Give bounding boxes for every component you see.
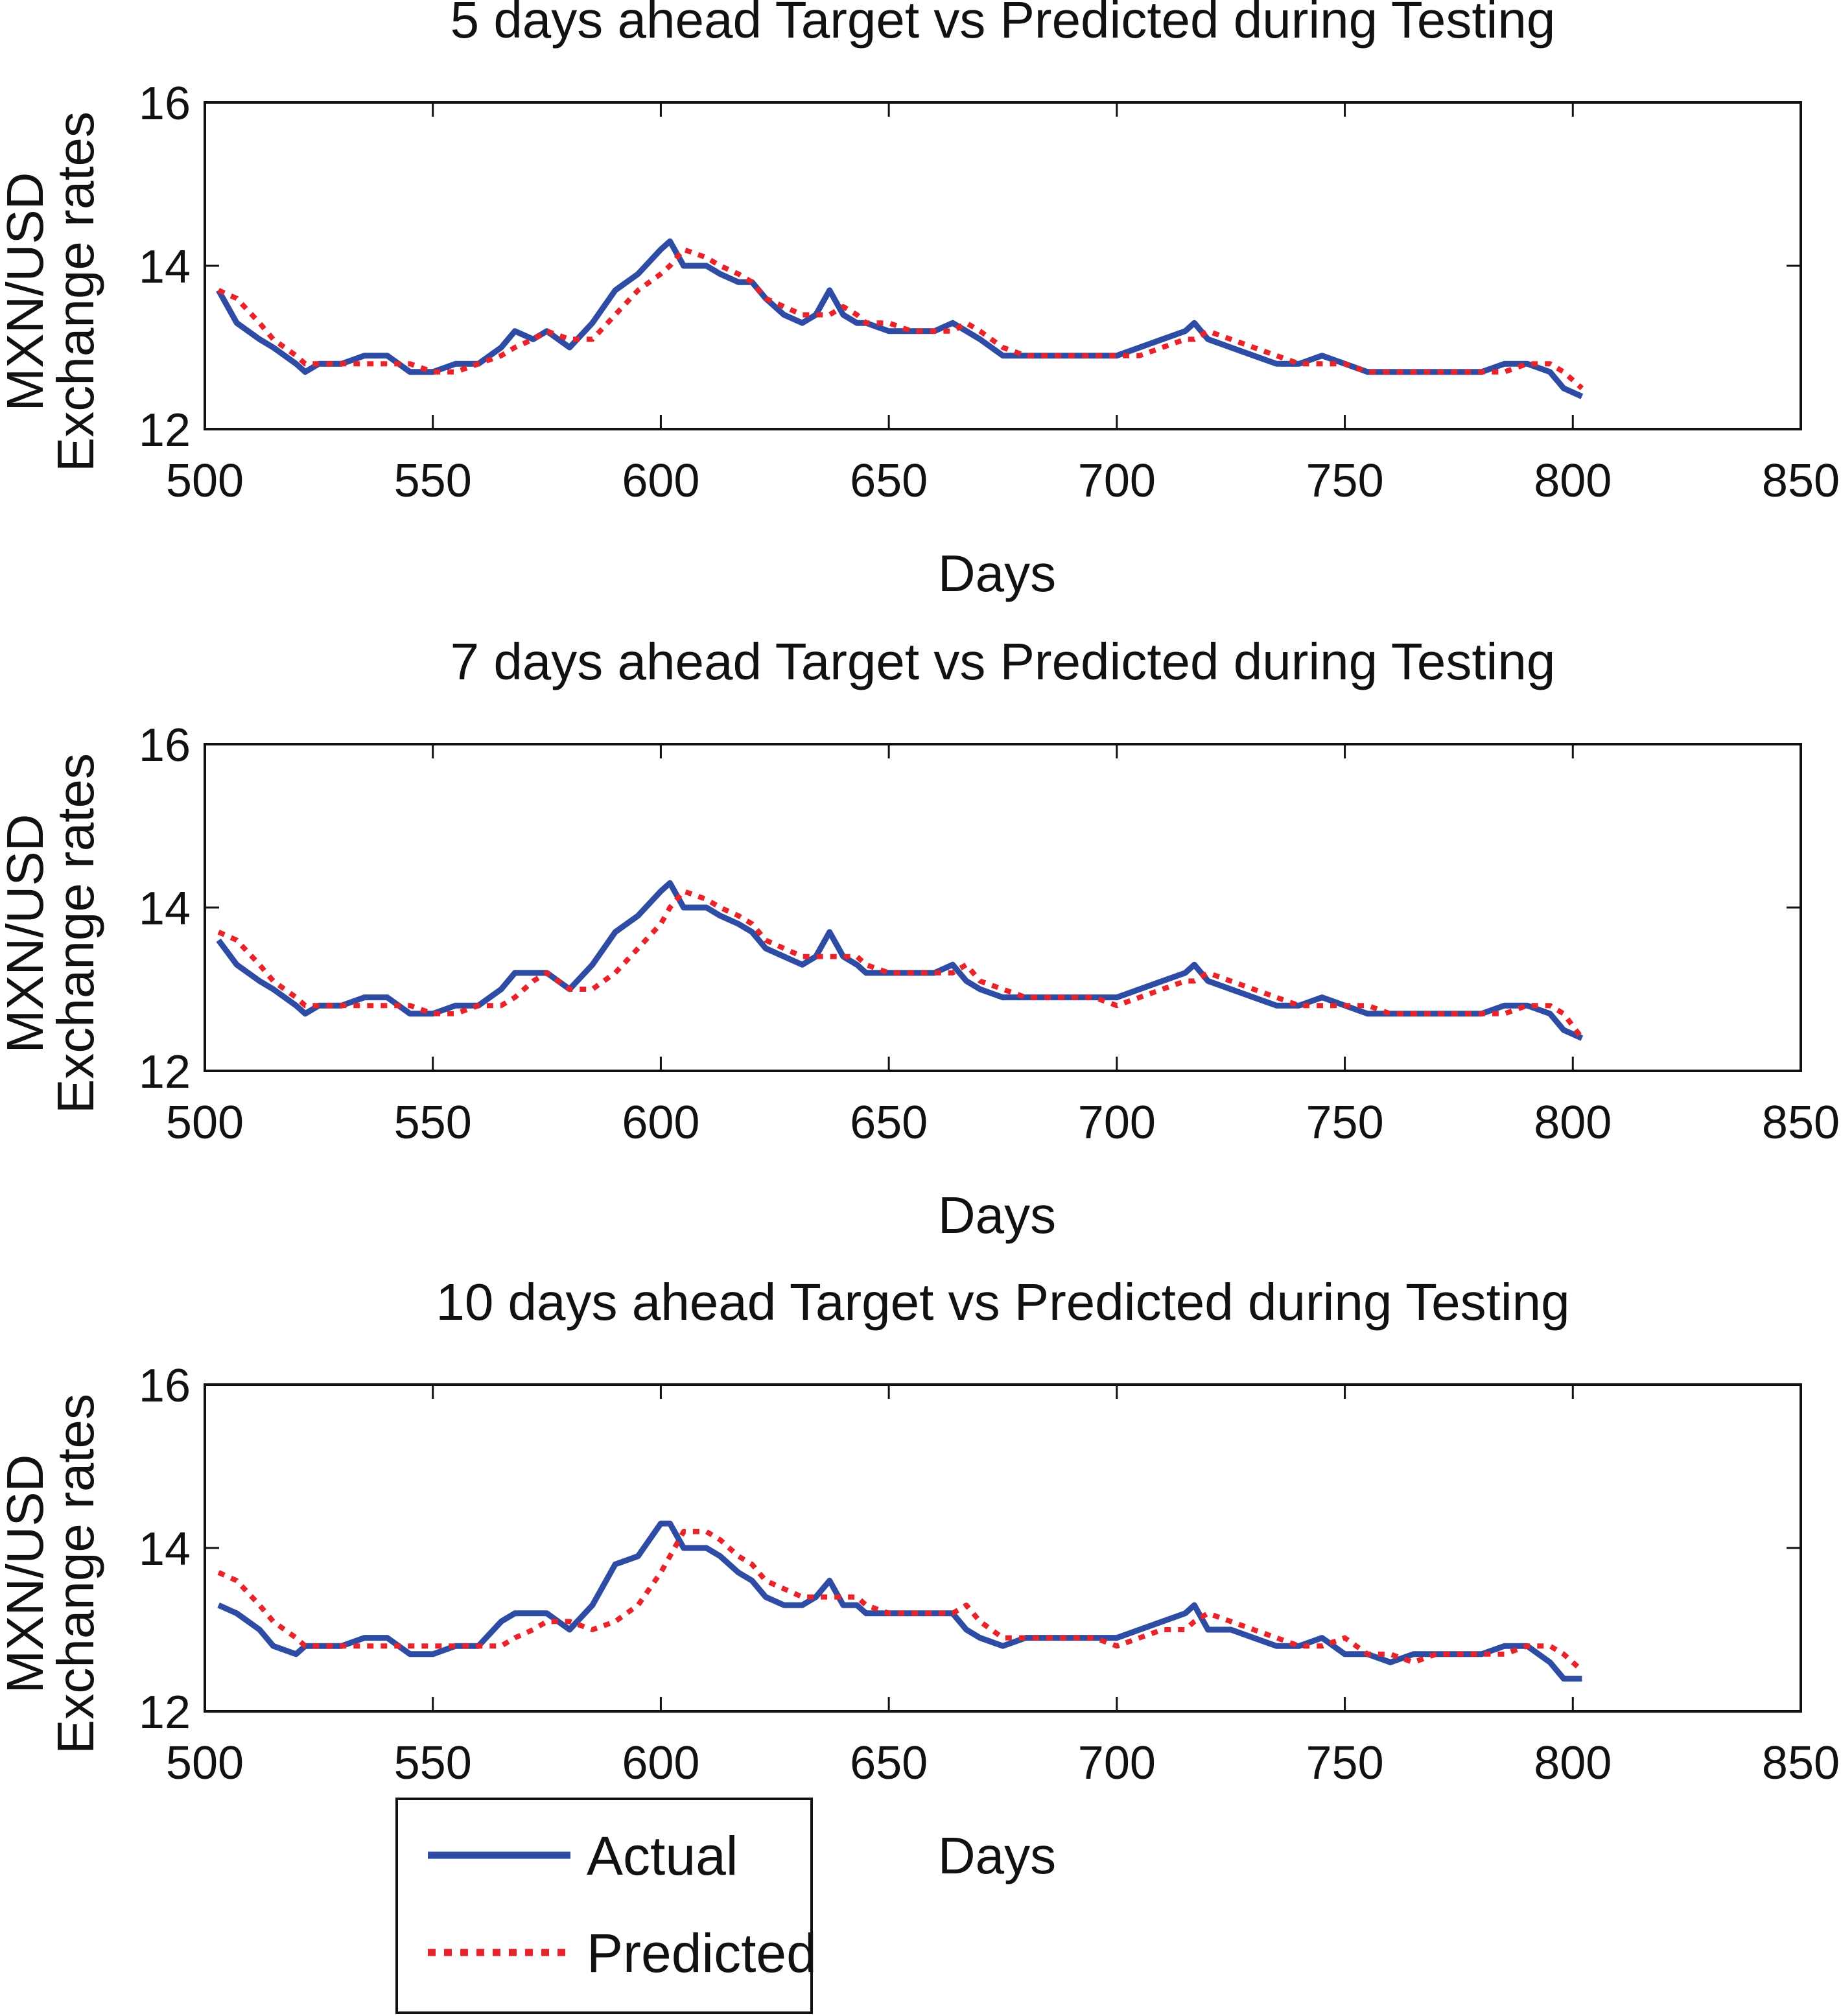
x-axis-label: Days [938, 1827, 1056, 1884]
x-tick-label: 500 [166, 1737, 244, 1789]
x-tick-label: 500 [166, 1097, 244, 1149]
chart-title: 10 days ahead Target vs Predicted during… [436, 1273, 1569, 1331]
x-tick-label: 700 [1078, 1097, 1156, 1149]
y-axis-label-line-2: Exchange rates [47, 1394, 104, 1754]
x-tick-label: 800 [1534, 1737, 1612, 1789]
series-line-predicted [217, 246, 1584, 390]
x-tick-label: 650 [850, 1097, 928, 1149]
y-axis-label-line-1: MXN/USD [0, 172, 54, 412]
y-axis-label-line-2: Exchange rates [47, 753, 104, 1114]
plot-area [204, 743, 1802, 1072]
x-tick-label: 850 [1762, 455, 1840, 507]
chart-title: 7 days ahead Target vs Predicted during … [451, 633, 1556, 690]
x-tick-label: 650 [850, 455, 928, 507]
y-tick-label: 16 [139, 1360, 191, 1412]
x-tick-label: 600 [622, 1097, 699, 1149]
x-tick-label: 800 [1534, 455, 1612, 507]
y-tick-label: 12 [139, 1687, 191, 1739]
legend-label-actual: Actual [587, 1825, 738, 1886]
x-tick-label: 850 [1762, 1097, 1840, 1149]
x-tick-label: 550 [394, 1737, 472, 1789]
y-tick-label: 12 [139, 1046, 191, 1098]
y-tick-label: 14 [139, 1523, 191, 1575]
series-line-predicted [217, 888, 1584, 1040]
x-tick-label: 600 [622, 455, 699, 507]
chart-title: 5 days ahead Target vs Predicted during … [451, 0, 1556, 49]
x-axis-label: Days [938, 545, 1056, 602]
y-tick-label: 14 [139, 883, 191, 935]
x-tick-label: 550 [394, 1097, 472, 1149]
legend: Actual Predicted [395, 1798, 817, 2014]
x-tick-label: 850 [1762, 1737, 1840, 1789]
chart-panel-2: 7 days ahead Target vs Predicted during … [0, 633, 1840, 1244]
y-axis-label-line-2: Exchange rates [47, 111, 104, 472]
x-tick-label: 600 [622, 1737, 699, 1789]
legend-label-predicted: Predicted [587, 1923, 817, 1984]
y-axis-label-line-1: MXN/USD [0, 1455, 54, 1694]
x-tick-label: 750 [1306, 455, 1384, 507]
x-tick-label: 750 [1306, 1097, 1384, 1149]
x-tick-label: 700 [1078, 455, 1156, 507]
y-tick-label: 16 [139, 720, 191, 771]
series-line-actual [217, 1520, 1582, 1682]
x-tick-label: 550 [394, 455, 472, 507]
y-axis-label-line-1: MXN/USD [0, 814, 54, 1053]
y-tick-label: 14 [139, 241, 191, 293]
x-tick-label: 800 [1534, 1097, 1612, 1149]
chart-panel-1: 5 days ahead Target vs Predicted during … [0, 0, 1840, 602]
legend-box [395, 1798, 813, 2014]
x-tick-label: 650 [850, 1737, 928, 1789]
plot-area [204, 1383, 1802, 1713]
chart-panel-3: 10 days ahead Target vs Predicted during… [0, 1273, 1840, 1884]
plot-area [204, 101, 1802, 430]
series-line-predicted [217, 1529, 1584, 1672]
y-tick-label: 16 [139, 78, 191, 130]
chart-panels: 5 days ahead Target vs Predicted during … [0, 0, 1840, 1884]
series-line-actual [216, 238, 1584, 399]
x-tick-label: 500 [166, 455, 244, 507]
series-line-actual [216, 880, 1584, 1041]
x-tick-label: 700 [1078, 1737, 1156, 1789]
x-tick-label: 750 [1306, 1737, 1384, 1789]
y-tick-label: 12 [139, 404, 191, 456]
x-axis-label: Days [938, 1186, 1056, 1244]
